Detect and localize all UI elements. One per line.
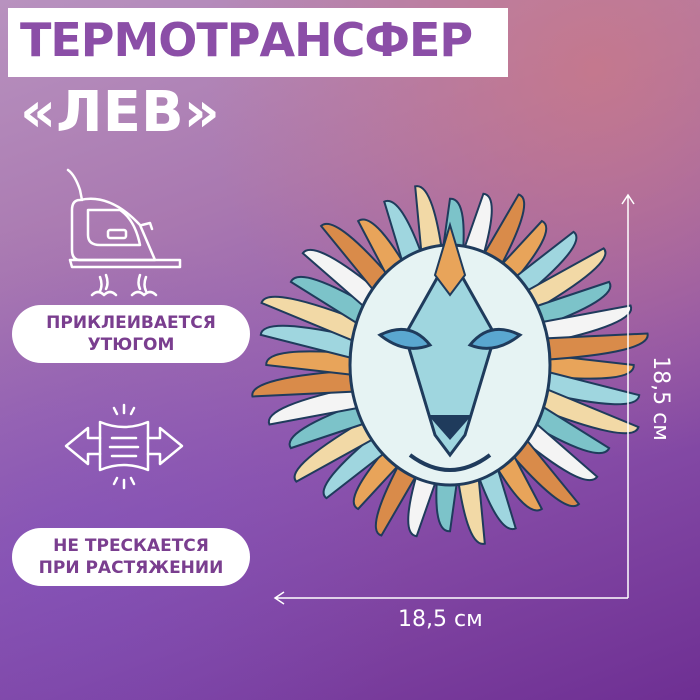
mane-petal <box>528 304 633 346</box>
mane-petal <box>520 280 612 331</box>
mane-petal <box>267 384 372 426</box>
feature-text: ПРИКЛЕИВАЕТСЯ <box>46 313 216 333</box>
mane-petal <box>520 398 611 455</box>
feature-pill-iron: ПРИКЛЕИВАЕТСЯ УТЮГОМ <box>12 305 250 363</box>
feature-text: ПРИ РАСТЯЖЕНИИ <box>38 558 224 578</box>
mane-petal <box>289 275 380 332</box>
feature-text: УТЮГОМ <box>87 335 175 355</box>
mane-petal <box>529 384 640 435</box>
feature-text: НЕ ТРЕСКАЕТСЯ <box>53 536 209 556</box>
width-label: 18,5 см <box>398 607 483 632</box>
iron-icon <box>66 168 182 297</box>
height-arrow <box>621 193 635 598</box>
mane-petal <box>288 399 380 450</box>
mane-petal <box>251 368 366 398</box>
dimension-arrows <box>273 193 635 605</box>
lion-illustration <box>251 185 649 545</box>
mane-petal <box>260 295 371 346</box>
page-title: ТЕРМОТРАНСФЕР <box>20 13 473 67</box>
width-arrow <box>273 591 628 605</box>
mane-petal <box>265 350 362 377</box>
feature-pill-stretch: НЕ ТРЕСКАЕТСЯ ПРИ РАСТЯЖЕНИИ <box>12 528 250 586</box>
height-label: 18,5 см <box>647 356 673 441</box>
mane-petal <box>534 332 649 362</box>
stretch-icon <box>64 403 184 490</box>
product-name: «ЛЕВ» <box>20 80 220 145</box>
title-banner <box>8 8 508 77</box>
